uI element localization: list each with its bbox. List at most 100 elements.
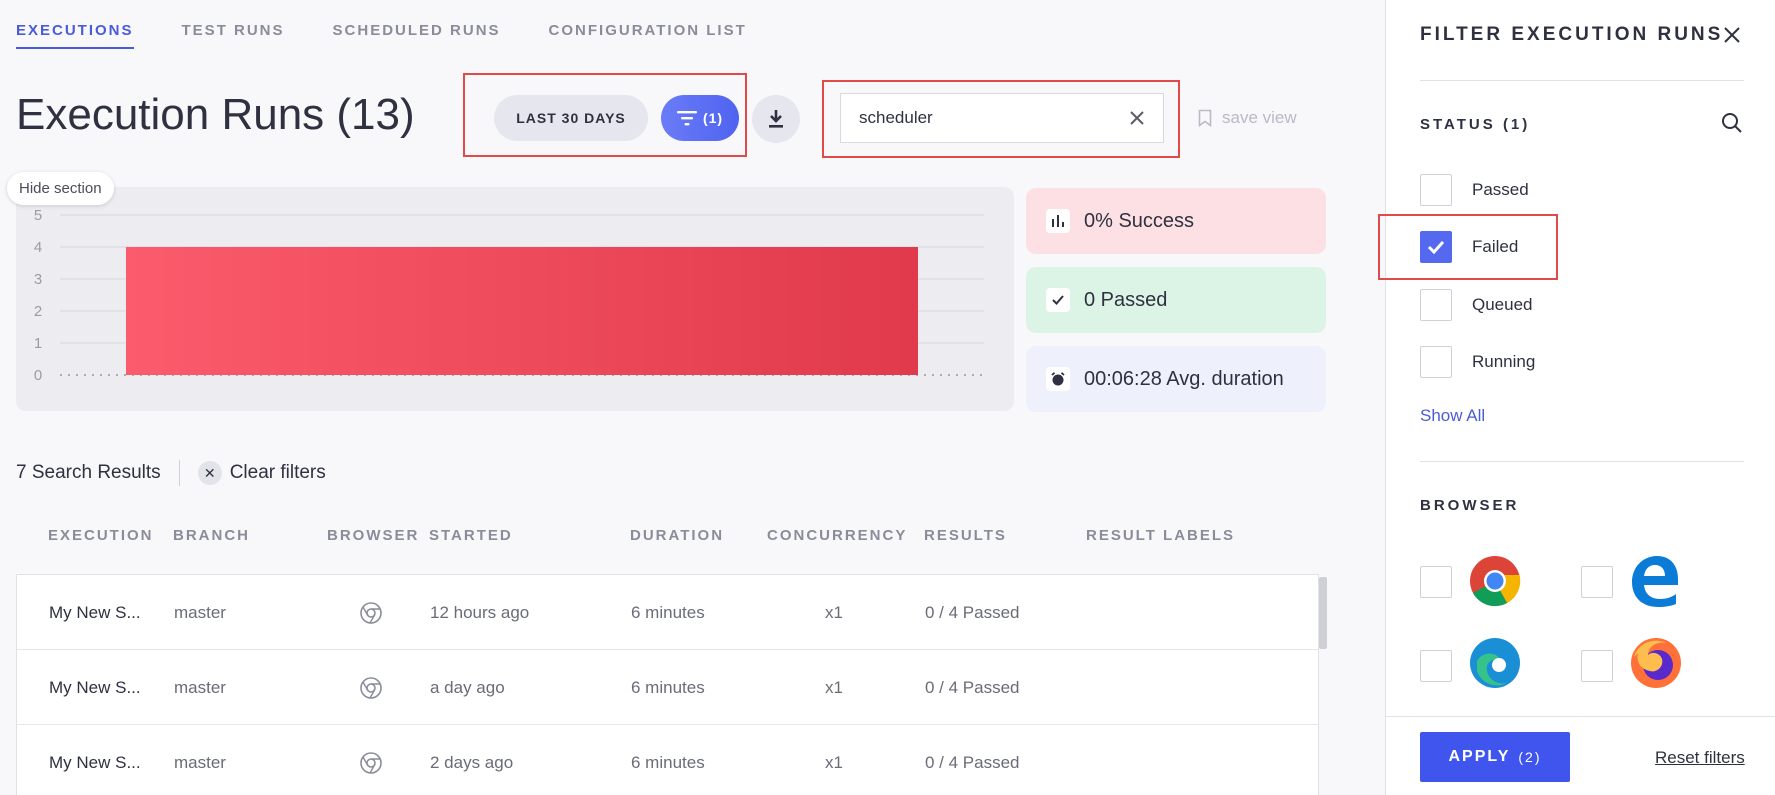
concurrency: x1 — [825, 603, 843, 622]
table-scrollbar[interactable] — [1319, 577, 1327, 649]
status-option-queued[interactable]: Queued — [1420, 289, 1533, 321]
status-section-label: STATUS (1) — [1420, 116, 1531, 133]
divider — [1420, 461, 1744, 462]
hide-section-button[interactable]: Hide section — [7, 172, 114, 205]
tab-scheduled-runs[interactable]: SCHEDULED RUNS — [332, 22, 501, 39]
started-time: 2 days ago — [430, 753, 514, 772]
execution-name: My New S... — [49, 753, 141, 772]
filter-panel-title: FILTER EXECUTION RUNS — [1420, 24, 1724, 45]
results-count: 7 Search Results — [16, 462, 161, 483]
page-title: Execution Runs (13) — [16, 90, 415, 139]
alarm-clock-icon — [1046, 367, 1070, 391]
checkbox-queued[interactable] — [1420, 289, 1452, 321]
chrome-icon — [1470, 556, 1521, 607]
passed-stat: 0 Passed — [1026, 267, 1326, 333]
status-option-label: Running — [1472, 352, 1536, 371]
results-bar: 7 Search Results ✕ Clear filters — [16, 460, 326, 486]
edge-icon — [1470, 638, 1520, 688]
show-all-link[interactable]: Show All — [1420, 406, 1486, 425]
checkbox-failed[interactable] — [1420, 231, 1452, 263]
highlight-box-failed — [1378, 214, 1558, 280]
table-row[interactable]: My New S... master 12 hours ago 6 minute… — [17, 575, 1318, 650]
divider — [178, 460, 180, 486]
save-view-label: save view — [1222, 108, 1297, 127]
apply-button[interactable]: APPLY (2) — [1420, 732, 1570, 782]
check-icon — [1046, 288, 1070, 312]
clear-filters-button[interactable]: ✕ Clear filters — [197, 461, 326, 485]
chart-bar[interactable] — [126, 247, 918, 375]
status-option-failed[interactable]: Failed — [1420, 231, 1518, 263]
divider — [1386, 716, 1775, 717]
tab-executions[interactable]: EXECUTIONS — [16, 22, 134, 49]
date-range-button[interactable]: LAST 30 DAYS — [494, 95, 648, 141]
checkbox-running[interactable] — [1420, 346, 1452, 378]
concurrency: x1 — [825, 678, 843, 697]
save-view-button[interactable]: save view — [1198, 108, 1297, 128]
firefox-icon — [1631, 638, 1681, 688]
results: 0 / 4 Passed — [925, 603, 1020, 622]
column-header-result-labels[interactable]: RESULT LABELS — [1086, 527, 1236, 544]
filter-count: (1) — [702, 110, 724, 126]
column-header-results[interactable]: RESULTS — [924, 527, 1007, 544]
executions-table: My New S... master 12 hours ago 6 minute… — [16, 574, 1319, 795]
status-option-label: Queued — [1472, 295, 1533, 314]
started-time: 12 hours ago — [430, 603, 530, 622]
chart-y-tick-label: 5 — [34, 207, 42, 224]
status-option-passed[interactable]: Passed — [1420, 174, 1529, 206]
apply-count: (2) — [1518, 749, 1542, 765]
column-header-duration[interactable]: DURATION — [630, 527, 725, 544]
bar-chart-icon — [1046, 209, 1070, 233]
status-option-running[interactable]: Running — [1420, 346, 1535, 378]
check-icon — [1427, 240, 1445, 254]
clear-filters-label: Clear filters — [229, 462, 326, 483]
table-row[interactable]: My New S... master 2 days ago 6 minutes … — [17, 725, 1318, 795]
status-option-label: Passed — [1472, 180, 1529, 199]
results: 0 / 4 Passed — [925, 753, 1020, 772]
main-area: EXECUTIONS TEST RUNS SCHEDULED RUNS CONF… — [7, 22, 1327, 795]
chart-y-tick-label: 0 — [34, 367, 42, 384]
chrome-icon — [359, 601, 383, 630]
tab-configuration-list[interactable]: CONFIGURATION LIST — [548, 22, 747, 39]
highlight-box-filters — [463, 73, 747, 157]
column-header-started[interactable]: STARTED — [429, 527, 513, 544]
top-tabs: EXECUTIONS TEST RUNS SCHEDULED RUNS CONF… — [16, 22, 747, 49]
search-input-value: scheduler — [859, 108, 933, 127]
search-input[interactable]: scheduler — [840, 93, 1164, 143]
status-option-label: Failed — [1472, 237, 1519, 256]
branch-name: master — [174, 678, 226, 697]
highlight-box-search — [822, 80, 1180, 158]
filter-button[interactable]: (1) — [661, 95, 739, 141]
checkbox-edge-legacy[interactable] — [1581, 566, 1613, 598]
chart-y-tick-label: 1 — [34, 335, 42, 352]
chrome-icon — [359, 676, 383, 705]
chrome-icon — [359, 751, 383, 780]
execution-chart: 0 1 2 3 4 5 — [16, 187, 1014, 411]
browser-section-label: BROWSER — [1420, 497, 1520, 514]
clear-search-icon[interactable] — [1129, 110, 1145, 126]
checkbox-firefox[interactable] — [1581, 650, 1613, 682]
column-header-browser[interactable]: BROWSER — [327, 527, 420, 544]
checkbox-edge[interactable] — [1420, 650, 1452, 682]
column-header-branch[interactable]: BRANCH — [173, 527, 250, 544]
table-row[interactable]: My New S... master a day ago 6 minutes x… — [17, 650, 1318, 725]
download-button[interactable] — [752, 95, 800, 143]
passed-stat-label: 0 Passed — [1084, 288, 1168, 311]
results: 0 / 4 Passed — [925, 678, 1020, 697]
tab-test-runs[interactable]: TEST RUNS — [181, 22, 285, 39]
column-header-concurrency[interactable]: CONCURRENCY — [767, 527, 908, 544]
divider — [1420, 80, 1744, 81]
success-stat: 0% Success — [1026, 188, 1326, 254]
checkbox-chrome[interactable] — [1420, 566, 1452, 598]
edge-legacy-icon — [1632, 556, 1678, 607]
close-icon[interactable] — [1723, 26, 1741, 44]
branch-name: master — [174, 603, 226, 622]
duration: 6 minutes — [631, 678, 705, 697]
reset-filters-link[interactable]: Reset filters — [1655, 748, 1745, 767]
search-icon[interactable] — [1721, 112, 1743, 134]
chart-y-tick-label: 4 — [34, 239, 42, 256]
checkbox-passed[interactable] — [1420, 174, 1452, 206]
column-header-execution[interactable]: EXECUTION — [48, 527, 154, 544]
chart-svg: 0 1 2 3 4 5 — [34, 207, 984, 384]
execution-name: My New S... — [49, 678, 141, 697]
bookmark-icon — [1198, 109, 1212, 127]
